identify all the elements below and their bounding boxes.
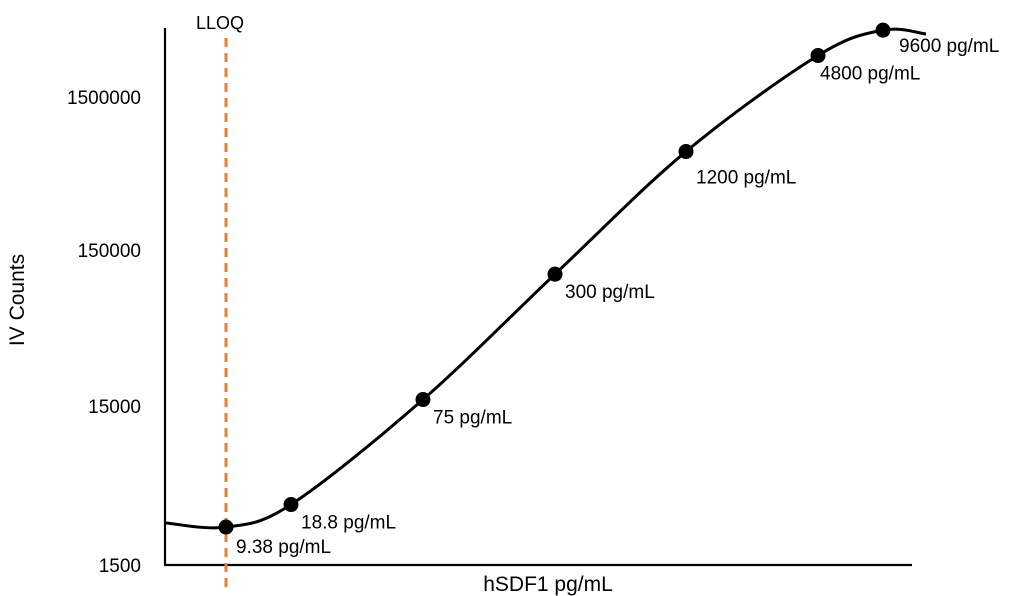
data-point — [810, 48, 826, 64]
fit-curve — [165, 27, 927, 530]
data-point-label: 4800 pg/mL — [820, 64, 920, 85]
y-tick-label: 1500 — [99, 556, 141, 577]
y-tick-label: 1500000 — [67, 88, 141, 109]
data-point-labels: 9.38 pg/mL 18.8 pg/mL 75 pg/mL 300 pg/mL 120… — [236, 36, 999, 558]
data-point-label: 18.8 pg/mL — [301, 513, 396, 534]
y-tick-labels: 1500 15000 150000 1500000 — [67, 88, 141, 577]
lloq-label: LLOQ — [196, 13, 244, 33]
data-point — [283, 497, 299, 513]
data-point — [875, 22, 891, 38]
data-point-label: 300 pg/mL — [565, 282, 655, 303]
y-tick-label: 150000 — [78, 241, 141, 262]
data-point-label: 1200 pg/mL — [696, 168, 796, 189]
y-tick-label: 15000 — [88, 397, 141, 418]
data-point-label: 75 pg/mL — [433, 408, 512, 429]
data-point-label: 9600 pg/mL — [899, 36, 999, 57]
y-axis-label: IV Counts — [6, 254, 29, 346]
data-point-label: 9.38 pg/mL — [236, 537, 331, 558]
data-points — [218, 22, 891, 535]
data-point — [218, 519, 234, 535]
data-point — [678, 144, 694, 160]
axes — [163, 28, 912, 567]
data-point — [415, 392, 431, 408]
x-axis-label: hSDF1 pg/mL — [483, 573, 613, 596]
data-point — [547, 266, 563, 282]
